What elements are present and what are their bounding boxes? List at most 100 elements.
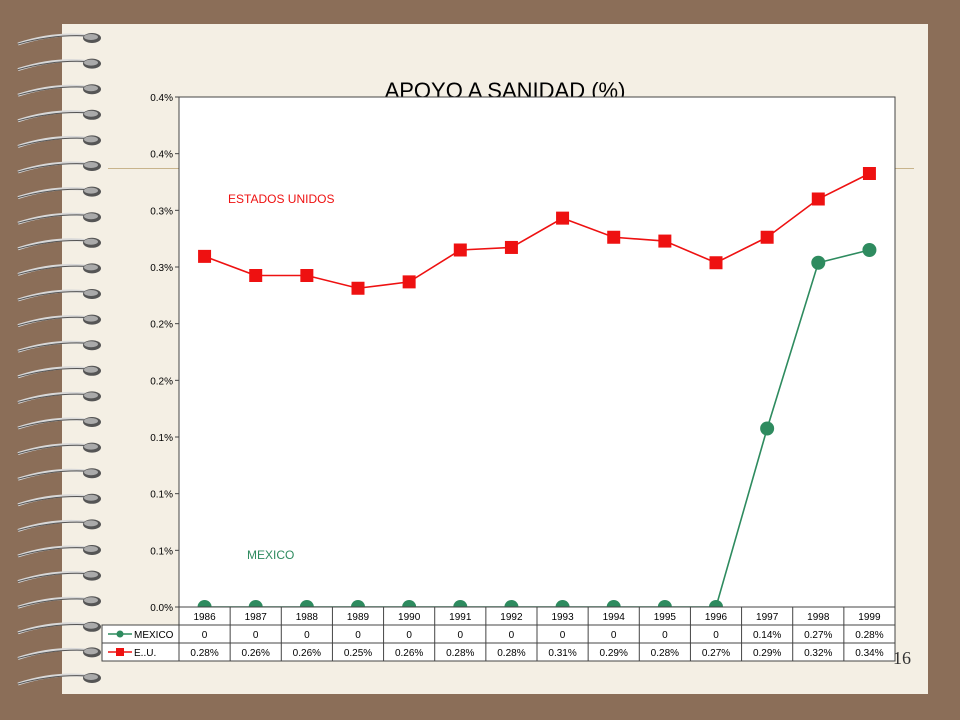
data-label: 0 (458, 630, 464, 641)
data-label: 0 (355, 630, 361, 641)
data-label: 0.28% (497, 648, 525, 659)
data-point (402, 275, 416, 289)
series-line (204, 172, 870, 290)
data-point (709, 256, 723, 270)
data-point (862, 167, 876, 180)
data-label: 0.27% (702, 648, 730, 659)
binding-ring-shadow (17, 419, 89, 429)
binding-ring-shadow (17, 675, 89, 685)
data-label: 0.28% (855, 630, 883, 641)
binding-ring-shadow (17, 214, 89, 224)
binding-hole-highlight (84, 290, 98, 296)
data-label: 0 (611, 630, 617, 641)
data-point (351, 281, 365, 295)
y-tick-label: 0.0% (150, 603, 173, 614)
binding-ring-shadow (17, 188, 89, 199)
y-tick-label: 0.3% (150, 263, 173, 274)
binding-hole-highlight (84, 264, 98, 271)
binding-ring-shadow (17, 496, 89, 506)
legend-marker (116, 648, 124, 656)
data-label: 0 (253, 630, 259, 641)
x-tick-label: 1995 (654, 612, 677, 623)
binding-hole-highlight (84, 85, 98, 92)
data-label: 0.29% (600, 648, 628, 659)
binding-ring-shadow (17, 342, 89, 352)
binding-ring-shadow (17, 598, 89, 608)
data-label: 0 (406, 630, 412, 641)
data-point (556, 211, 570, 225)
x-tick-label: 1989 (347, 612, 370, 623)
data-label: 0 (202, 630, 208, 641)
data-label: 0.14% (753, 630, 781, 641)
data-label: 0 (713, 630, 719, 641)
data-label: 0.31% (548, 648, 576, 659)
legend-marker (116, 630, 124, 638)
binding-ring-shadow (17, 624, 89, 634)
x-tick-label: 1992 (500, 612, 523, 623)
data-point (658, 234, 672, 248)
data-label: 0 (509, 630, 515, 641)
y-axis: 0.0% 0.1% 0.1% 0.1% 0.2% 0.2% 0.3% 0.3% 0.4% 0.4% (150, 93, 179, 614)
y-tick-label: 0.2% (150, 320, 173, 331)
binding-ring-shadow (17, 572, 89, 583)
binding-ring-shadow (17, 265, 89, 275)
y-tick-label: 0.2% (150, 376, 173, 387)
binding-ring-shadow (17, 470, 89, 480)
data-label: 0 (662, 630, 668, 641)
spiral-binding (17, 33, 101, 686)
binding-hole-highlight (84, 622, 98, 629)
annotation-estados-unidos: ESTADOS UNIDOS (228, 192, 334, 206)
data-point (453, 243, 467, 257)
data-point (504, 240, 518, 254)
y-tick-label: 0.1% (150, 490, 173, 501)
binding-hole-highlight (84, 674, 98, 680)
binding-hole-highlight (84, 238, 98, 245)
binding-hole-highlight (84, 366, 98, 373)
data-point (811, 255, 826, 270)
binding-hole-highlight (84, 136, 98, 143)
x-tick-label: 1998 (807, 612, 830, 623)
data-point (862, 243, 877, 257)
data-label: 0.28% (651, 648, 679, 659)
binding-ring-shadow (17, 291, 89, 301)
data-point (760, 230, 774, 244)
binding-ring-shadow (17, 547, 89, 557)
binding-hole-highlight (84, 341, 98, 348)
binding-ring-shadow (17, 368, 89, 378)
binding-ring-shadow (17, 60, 89, 71)
binding-hole-highlight (84, 34, 98, 40)
binding-ring-shadow (17, 649, 89, 659)
binding-ring-shadow (17, 112, 89, 122)
x-tick-label: 1991 (449, 612, 472, 623)
data-point (760, 421, 775, 436)
data-label: 0.32% (804, 648, 832, 659)
x-tick-label: 1996 (705, 612, 728, 623)
data-label: 0.28% (190, 648, 218, 659)
y-tick-label: 0.3% (150, 206, 173, 217)
binding-hole-highlight (84, 418, 98, 424)
binding-hole-highlight (84, 597, 98, 604)
x-tick-label: 1997 (756, 612, 779, 623)
binding-hole-highlight (84, 546, 98, 552)
binding-ring-shadow (17, 137, 89, 147)
data-label: 0 (560, 630, 566, 641)
binding-hole-highlight (84, 110, 98, 117)
binding-ring-shadow (17, 35, 89, 45)
binding-hole-highlight (84, 392, 98, 399)
binding-hole-highlight (84, 162, 98, 168)
x-tick-label: 1986 (193, 612, 216, 623)
data-label: 0.28% (446, 648, 474, 659)
x-tick-label: 1993 (551, 612, 574, 623)
y-tick-label: 0.4% (150, 150, 173, 161)
data-point (249, 269, 263, 282)
data-label: 0 (304, 630, 310, 641)
binding-hole-highlight (84, 648, 98, 655)
binding-hole-highlight (84, 315, 98, 322)
y-tick-label: 0.1% (150, 546, 173, 557)
data-label: 0.26% (395, 648, 423, 659)
data-point (811, 192, 825, 206)
binding-hole-highlight (84, 443, 98, 450)
series-eu (198, 167, 876, 295)
data-point (607, 230, 621, 244)
